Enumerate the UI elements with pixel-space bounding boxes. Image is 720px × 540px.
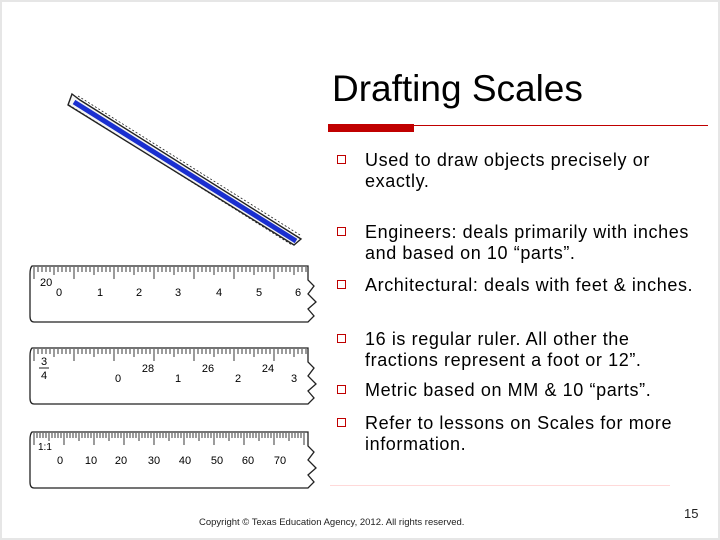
bullet-item: Engineers: deals primarily with inches a… bbox=[336, 222, 708, 264]
scale-1-side-label: 20 bbox=[40, 277, 52, 289]
scale-2-num-6: 3 bbox=[291, 373, 297, 385]
footer-divider bbox=[330, 485, 670, 486]
bullet-text: Architectural: deals with feet & inches. bbox=[365, 275, 694, 295]
triangular-scale bbox=[67, 92, 303, 246]
bullet-square-icon bbox=[337, 227, 346, 236]
scale-1-num-3: 3 bbox=[175, 287, 181, 299]
scale-3-num-2: 20 bbox=[115, 455, 127, 467]
scale-2-num-4: 2 bbox=[235, 373, 241, 385]
bullet-text: Metric based on MM & 10 “parts”. bbox=[365, 380, 652, 400]
bullet-text: Engineers: deals primarily with inches a… bbox=[365, 222, 689, 263]
drafting-scales-illustration: 20 0 1 2 3 4 5 6 3 4 0 28 1 26 2 bbox=[18, 80, 328, 500]
scales-drawing: 20 0 1 2 3 4 5 6 3 4 0 28 1 26 2 bbox=[29, 92, 317, 489]
scale-3-num-5: 50 bbox=[211, 455, 223, 467]
bullet-item: Refer to lessons on Scales for more info… bbox=[336, 413, 708, 455]
title-underline bbox=[328, 125, 708, 126]
page-number: 15 bbox=[684, 506, 699, 521]
scale-1-num-2: 2 bbox=[136, 287, 142, 299]
scale-3-num-7: 70 bbox=[274, 455, 286, 467]
scale-1-num-4: 4 bbox=[216, 287, 222, 299]
scale-2-num-0: 0 bbox=[115, 373, 121, 385]
scale-1-num-0: 0 bbox=[56, 287, 62, 299]
scale-2-num-3: 26 bbox=[202, 363, 214, 375]
scale-ruler-2: 3 4 0 28 1 26 2 24 3 bbox=[29, 347, 317, 405]
scale-2-fraction-top: 3 bbox=[41, 356, 47, 368]
bullet-square-icon bbox=[337, 155, 346, 164]
scale-2-num-1: 28 bbox=[142, 363, 154, 375]
title-accent-bar bbox=[328, 124, 414, 132]
copyright-notice: Copyright © Texas Education Agency, 2012… bbox=[199, 517, 465, 528]
scale-3-num-3: 30 bbox=[148, 455, 160, 467]
bullet-item: Architectural: deals with feet & inches. bbox=[336, 275, 708, 296]
scale-3-num-1: 10 bbox=[85, 455, 97, 467]
bullet-item: 16 is regular ruler. All other the fract… bbox=[336, 329, 708, 371]
scale-3-num-0: 0 bbox=[57, 455, 63, 467]
slide-title: Drafting Scales bbox=[332, 68, 583, 109]
scale-3-side-label: 1:1 bbox=[38, 442, 52, 453]
scale-2-num-5: 24 bbox=[262, 363, 274, 375]
bullet-square-icon bbox=[337, 280, 346, 289]
bullet-square-icon bbox=[337, 334, 346, 343]
scale-3-num-4: 40 bbox=[179, 455, 191, 467]
bullet-square-icon bbox=[337, 418, 346, 427]
scale-2-fraction-bottom: 4 bbox=[41, 370, 47, 382]
scale-1-num-5: 5 bbox=[256, 287, 262, 299]
bullet-text: 16 is regular ruler. All other the fract… bbox=[365, 329, 642, 370]
scale-ruler-1: 20 0 1 2 3 4 5 6 bbox=[29, 265, 317, 323]
scale-1-num-1: 1 bbox=[97, 287, 103, 299]
bullet-item: Metric based on MM & 10 “parts”. bbox=[336, 380, 708, 401]
scale-2-num-2: 1 bbox=[175, 373, 181, 385]
bullet-square-icon bbox=[337, 385, 346, 394]
scale-1-num-6: 6 bbox=[295, 287, 301, 299]
scale-3-num-6: 60 bbox=[242, 455, 254, 467]
bullet-text: Refer to lessons on Scales for more info… bbox=[365, 413, 673, 454]
bullet-text: Used to draw objects precisely or exactl… bbox=[365, 150, 650, 191]
bullet-item: Used to draw objects precisely or exactl… bbox=[336, 150, 708, 192]
scale-ruler-3: 1:1 0 10 20 30 40 50 60 70 bbox=[29, 431, 317, 489]
